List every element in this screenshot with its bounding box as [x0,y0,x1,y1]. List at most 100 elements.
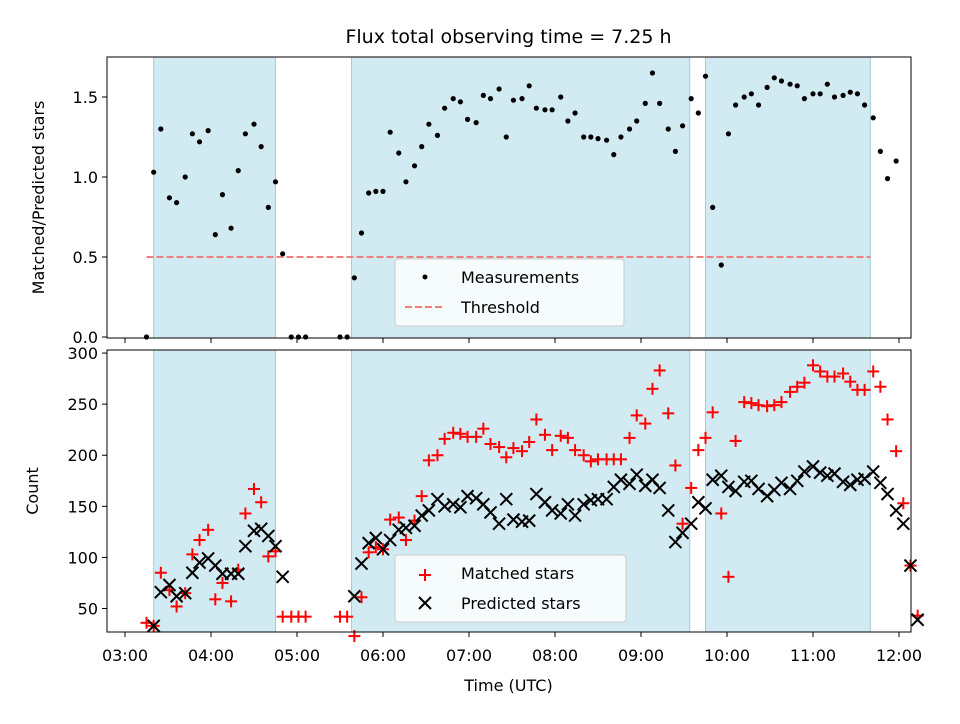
matched-star-point [867,365,880,378]
predicted-marker-b [813,465,827,480]
predicted-marker-b [238,539,253,553]
predicted-marker-b [857,472,872,486]
y-tick-label: 0.5 [73,248,98,267]
predicted-star-point [460,489,475,503]
matched-star-point [216,576,229,589]
measurement-point [542,107,548,113]
predicted-star-point [561,497,575,511]
y-tick-label: 150 [67,497,98,516]
measurement-point [288,334,294,340]
measurement-point [533,105,539,111]
predicted-star-point [506,512,521,527]
matched-star-point [392,511,405,524]
matched-star-point [454,427,467,440]
predicted-marker-b [275,570,290,584]
measurement-point [158,126,164,132]
legend-marker-predicted [418,596,432,610]
predicted-marker-b [422,503,436,518]
predicted-marker-b [668,535,683,549]
matched-star-point [715,507,728,520]
predicted-marker-b [903,558,918,573]
measurement-point [442,105,448,111]
measurement-point [337,334,343,340]
measurement-point [166,195,173,201]
measurement-point [893,158,899,164]
measurement-point [344,334,350,340]
matched-star-point [890,445,903,458]
predicted-marker-b [645,473,660,487]
measurement-point [242,131,248,137]
top-panel: Flux total observing time = 7.25 h 0.00.… [29,26,912,347]
measurement-point [665,126,671,132]
measurement-point [672,148,679,154]
predicted-marker-b [399,521,413,535]
measurement-point [884,176,891,182]
matched-star-point [722,570,735,583]
x-tick-label: 03:00 [102,646,148,665]
predicted-star-point [896,516,911,531]
matched-star-point [484,438,497,450]
bottom-x-axis: 03:00 04:00 05:00 06:00 07:00 08:00 09:00 10:00… [102,632,922,665]
matched-star-point [538,428,551,441]
measurement-point [581,134,587,140]
measurement-point [831,94,838,100]
matched-star-point [500,451,513,464]
predicted-star-point [910,613,925,627]
predicted-star-point [154,585,168,599]
matched-star-point [186,548,199,561]
measurement-point [642,100,648,106]
predicted-marker-b [614,473,628,487]
measurement-point [611,152,617,158]
legend-label-matched: Matched stars [461,564,574,583]
y-tick-label: 0.0 [73,328,98,347]
measurement-point [840,92,846,98]
matched-star-point [584,455,597,468]
predicted-marker-b [453,500,468,515]
y-tick-label: 1.0 [73,168,98,187]
matched-star-point [807,359,819,372]
y-tick-label: 100 [67,548,98,567]
predicted-marker-b [162,578,177,592]
measurement-point [771,75,777,81]
matched-star-point [299,610,312,623]
predicted-star-point [599,492,614,506]
measurement-point [434,132,441,138]
legend-marker-measurements [422,274,428,280]
predicted-star-point [836,475,850,489]
matched-star-point [752,399,765,412]
matched-star-point [262,550,275,563]
measurement-point [189,131,195,137]
predicted-marker-b [721,480,736,494]
bottom-legend: Matched stars Predicted stars [394,554,627,623]
measurement-point [618,134,624,140]
x-tick-label: 08:00 [532,646,578,665]
predicted-star-point [797,464,812,479]
bottom-legend-box [394,554,627,623]
predicted-marker-b [208,558,223,573]
predicted-marker-b [146,619,161,633]
predicted-star-point [684,516,698,531]
matched-star-point [639,417,652,430]
predicted-star-point [721,480,736,494]
predicted-marker-b [522,513,536,528]
predicted-star-point [790,474,804,488]
measurement-point [801,96,808,102]
predicted-marker-b [622,477,637,491]
matched-star-point [828,370,841,383]
measurement-points [143,70,899,340]
measurement-point [258,144,264,150]
matched-star-point [255,496,268,509]
matched-star-point [154,566,167,579]
predicted-marker-b [889,503,903,518]
predicted-marker-b [873,476,888,490]
measurement-point [182,174,188,180]
predicted-star-point [714,468,728,483]
predicted-star-point [238,539,253,553]
measurement-point [403,179,409,185]
predicted-marker-b [774,476,789,490]
matched-star-point [614,453,627,466]
predicted-star-point [554,506,568,521]
matched-star-point [561,431,574,444]
measurement-point [526,83,532,89]
